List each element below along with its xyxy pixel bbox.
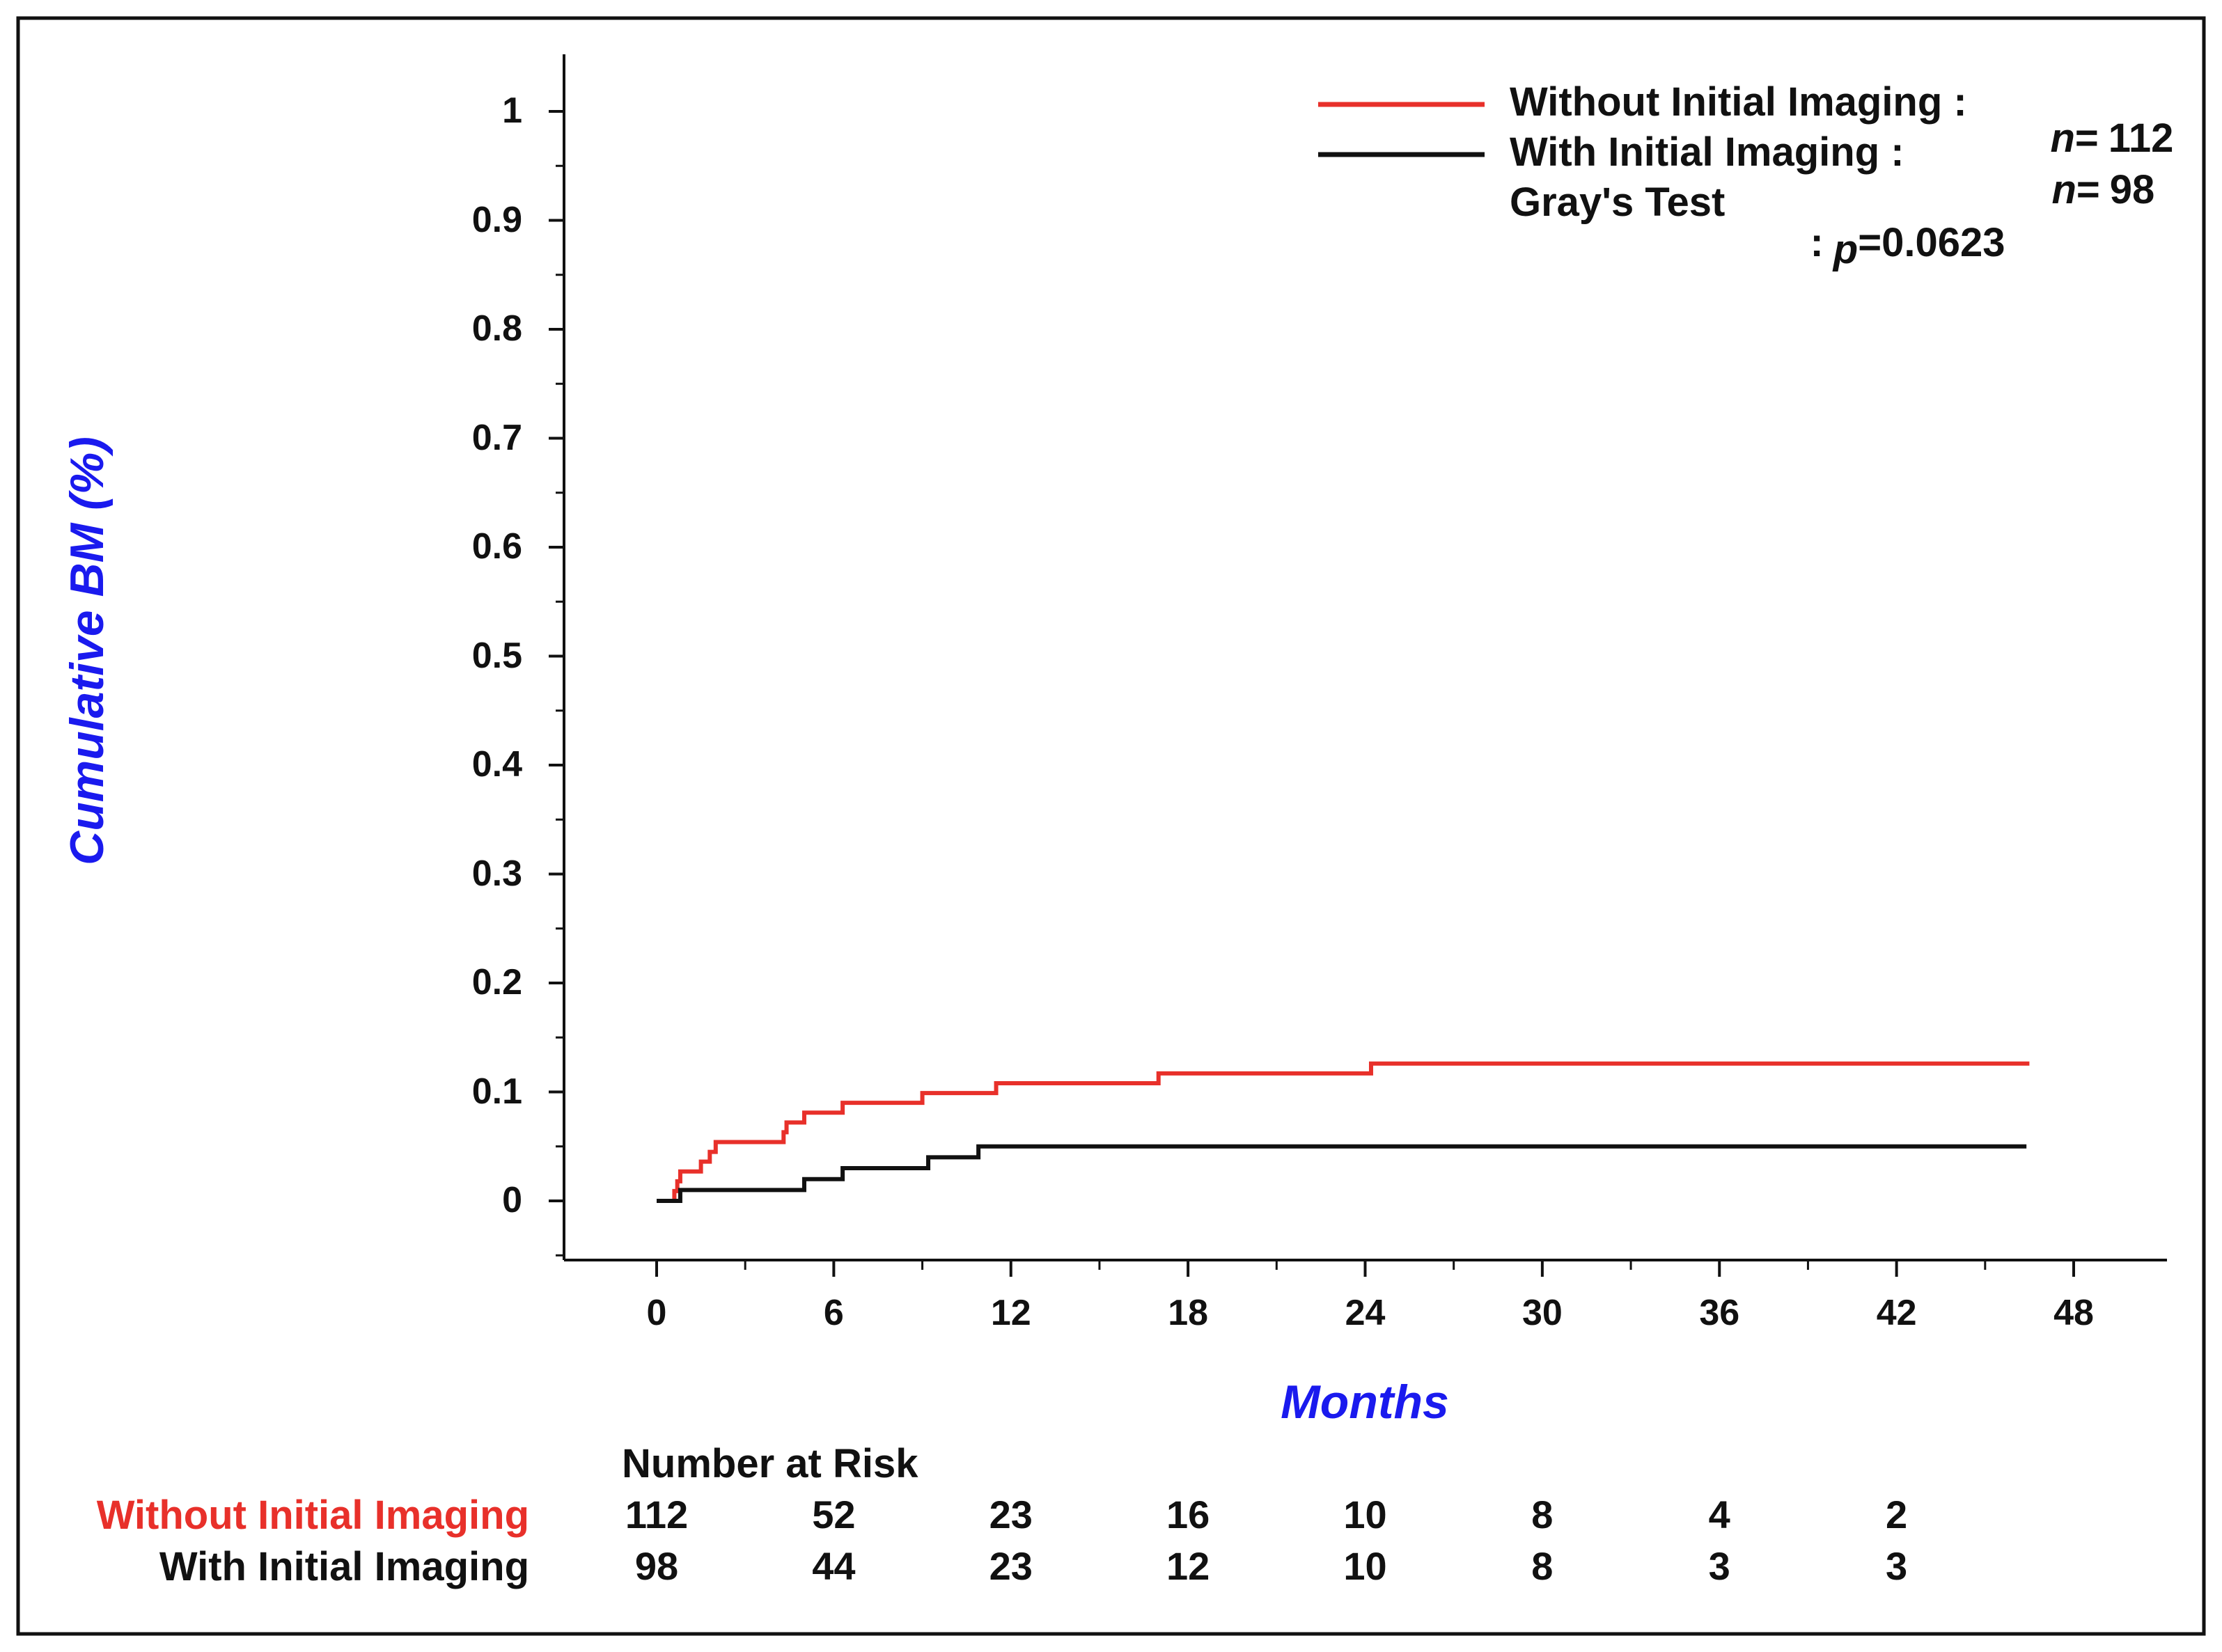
series-line-without-initial-imaging	[657, 1061, 2030, 1203]
y-tick-label: 0.7	[471, 417, 522, 458]
risk-value-with: 23	[989, 1544, 1033, 1588]
axes	[549, 54, 2167, 1277]
y-tick-label: 0.5	[471, 635, 522, 676]
y-tick-label: 0.3	[471, 853, 522, 894]
grays-test-colon: :	[1810, 220, 1824, 265]
x-tick-label: 24	[1345, 1293, 1386, 1333]
risk-value-with: 44	[812, 1544, 856, 1588]
x-tick-label: 42	[1876, 1293, 1917, 1333]
risk-value-with: 3	[1886, 1544, 1908, 1588]
legend-n-without: n= 112	[2005, 78, 2173, 199]
y-tick-label: 0.4	[471, 744, 522, 785]
p-symbol: p	[1833, 227, 1859, 272]
legend-n-value-with: 98	[2109, 167, 2155, 212]
risk-row-label-with: With Initial Imaging	[159, 1544, 529, 1589]
y-tick-label: 0.9	[471, 199, 522, 240]
legend-n-eq: =	[2074, 116, 2099, 161]
y-tick-label: 0.6	[471, 526, 522, 567]
x-tick-label: 6	[823, 1293, 844, 1333]
risk-value-with: 98	[634, 1544, 679, 1588]
x-tick-label: 36	[1699, 1293, 1740, 1333]
grays-test-p: : p=0.0623	[1765, 182, 2005, 304]
legend-n-symbol-with: n	[2051, 167, 2076, 212]
risk-value-with: 12	[1166, 1544, 1210, 1588]
risk-value-without: 8	[1531, 1493, 1554, 1536]
risk-value-without: 23	[989, 1493, 1033, 1536]
risk-value-with: 3	[1708, 1544, 1730, 1588]
risk-value-without: 112	[625, 1493, 689, 1536]
x-tick-label: 48	[2053, 1293, 2094, 1333]
y-tick-label: 0.2	[471, 962, 522, 1002]
risk-value-without: 16	[1166, 1493, 1210, 1536]
legend-label-with: With Initial Imaging :	[1510, 129, 1904, 175]
y-tick-label: 0.1	[471, 1071, 522, 1112]
figure-border	[16, 16, 2206, 1636]
risk-value-with: 8	[1531, 1544, 1554, 1588]
p-value: =0.0623	[1858, 220, 2005, 265]
y-axis-label: Cumulative BM (%)	[61, 436, 114, 865]
y-tick-label: 1	[502, 91, 522, 131]
risk-value-without: 2	[1886, 1493, 1908, 1536]
risk-value-without: 10	[1343, 1493, 1387, 1536]
y-tick-label: 0	[502, 1180, 522, 1220]
x-tick-label: 18	[1168, 1293, 1209, 1333]
x-tick-label: 12	[990, 1293, 1031, 1333]
x-tick-label: 30	[1521, 1293, 1563, 1333]
legend-n-value-without: 112	[2108, 116, 2174, 161]
legend-lines	[1318, 102, 1485, 157]
legend-n-eq-with: =	[2076, 167, 2100, 212]
legend-n-symbol: n	[2050, 116, 2075, 161]
risk-value-without: 4	[1708, 1493, 1730, 1536]
series-line-with-initial-imaging	[657, 1144, 2027, 1203]
x-axis-label: Months	[1281, 1376, 1449, 1429]
risk-value-without: 52	[812, 1493, 856, 1536]
series-layer	[657, 1061, 2030, 1203]
legend-label-without: Without Initial Imaging :	[1510, 79, 1967, 125]
risk-row-label-without: Without Initial Imaging	[96, 1493, 529, 1538]
x-tick-label: 0	[646, 1293, 667, 1333]
y-tick-label: 0.8	[471, 308, 522, 349]
grays-test-label: Gray's Test	[1510, 180, 1726, 225]
risk-table-title: Number at Risk	[622, 1441, 918, 1486]
risk-value-with: 10	[1343, 1544, 1387, 1588]
legend-n-with: n= 98	[2007, 129, 2154, 251]
